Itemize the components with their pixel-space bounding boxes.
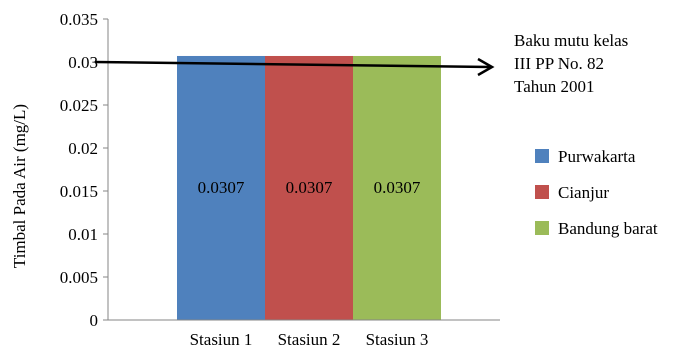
- y-tick-label: 0.03: [68, 53, 98, 72]
- legend-swatch: [535, 221, 549, 235]
- y-tick-label: 0.005: [60, 268, 98, 287]
- bar-bandung-barat: [353, 55, 441, 320]
- y-tick-label: 0: [90, 311, 99, 330]
- bar-cianjur: [265, 55, 353, 320]
- legend-swatch: [535, 185, 549, 199]
- data-label: 0.0307: [286, 178, 333, 197]
- legend-swatch: [535, 149, 549, 163]
- y-tick-label: 0.01: [68, 225, 98, 244]
- reference-label: Baku mutu kelas: [514, 31, 628, 50]
- reference-line: Baku mutu kelas III PP No. 82 Tahun 2001: [94, 31, 628, 96]
- y-axis: 0 0.005 0.01 0.015 0.02 0.025 0.03 0.035: [60, 10, 109, 330]
- x-tick-label: Stasiun 3: [366, 330, 429, 349]
- y-tick-label: 0.015: [60, 182, 98, 201]
- x-axis: Stasiun 1 Stasiun 2 Stasiun 3: [108, 319, 500, 349]
- y-tick-label: 0.02: [68, 139, 98, 158]
- legend-label: Bandung barat: [558, 219, 658, 238]
- reference-label: III PP No. 82: [514, 54, 604, 73]
- reference-label: Tahun 2001: [514, 77, 595, 96]
- bar-purwakarta: [177, 55, 265, 320]
- y-tick-label: 0.025: [60, 96, 98, 115]
- legend-label: Purwakarta: [558, 147, 636, 166]
- legend-label: Cianjur: [558, 183, 609, 202]
- reference-arrow-line: [94, 60, 491, 69]
- x-tick-label: Stasiun 1: [190, 330, 253, 349]
- x-tick-label: Stasiun 2: [278, 330, 341, 349]
- legend: Purwakarta Cianjur Bandung barat: [535, 147, 658, 238]
- reference-arrow-head: [477, 57, 495, 77]
- y-tick-label: 0.035: [60, 10, 98, 29]
- data-label: 0.0307: [198, 178, 245, 197]
- y-axis-title: Timbal Pada Air (mg/L): [10, 104, 29, 268]
- bars: 0.0307 0.0307 0.0307: [177, 55, 441, 320]
- data-label: 0.0307: [374, 178, 421, 197]
